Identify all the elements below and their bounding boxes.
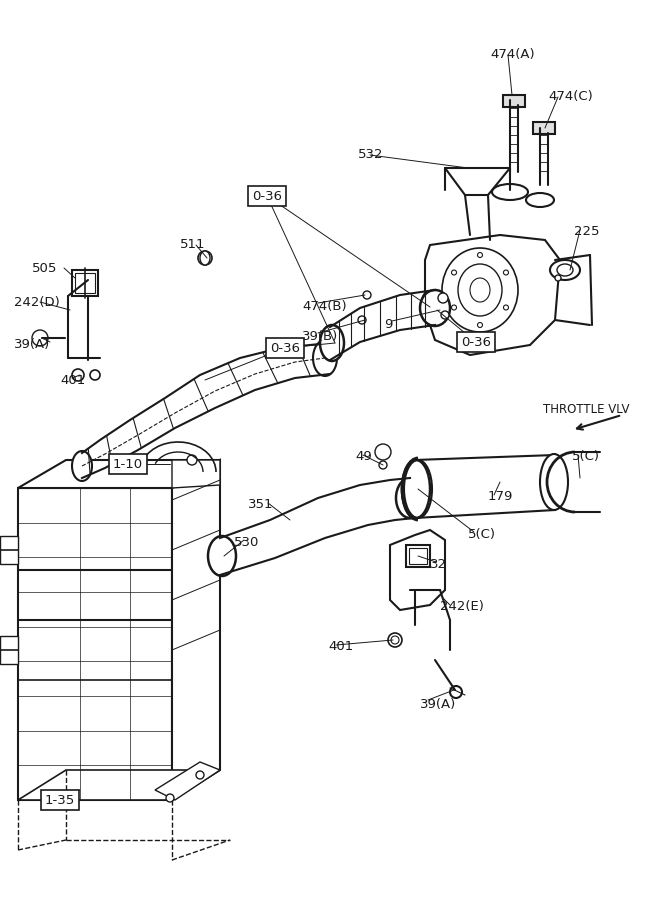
Circle shape — [504, 305, 508, 310]
Polygon shape — [415, 455, 555, 518]
Circle shape — [37, 333, 47, 343]
Circle shape — [555, 275, 561, 281]
Circle shape — [358, 316, 366, 324]
Ellipse shape — [320, 325, 344, 361]
Ellipse shape — [402, 460, 430, 518]
Text: 0-36: 0-36 — [270, 341, 300, 355]
Text: 242(E): 242(E) — [440, 600, 484, 613]
Text: 179: 179 — [488, 490, 514, 503]
Text: THROTTLE VLV: THROTTLE VLV — [543, 403, 630, 416]
Circle shape — [391, 636, 399, 644]
Text: 0-36: 0-36 — [252, 190, 282, 203]
Text: 0-36: 0-36 — [461, 336, 491, 348]
Bar — [406, 545, 430, 567]
Text: 32: 32 — [430, 558, 447, 571]
Circle shape — [363, 291, 371, 299]
Text: 5(C): 5(C) — [572, 450, 600, 463]
Polygon shape — [18, 460, 220, 488]
Polygon shape — [155, 762, 220, 800]
Ellipse shape — [442, 248, 518, 332]
Circle shape — [90, 370, 100, 380]
Circle shape — [198, 251, 212, 265]
Bar — [503, 95, 525, 107]
Text: 5(C): 5(C) — [468, 528, 496, 541]
Circle shape — [2, 644, 14, 656]
Text: 39(A): 39(A) — [14, 338, 50, 351]
Polygon shape — [18, 770, 220, 800]
Circle shape — [32, 330, 48, 346]
Bar — [533, 122, 555, 134]
Ellipse shape — [492, 184, 528, 200]
Polygon shape — [425, 235, 560, 355]
Polygon shape — [18, 488, 172, 800]
Circle shape — [478, 322, 482, 328]
Ellipse shape — [396, 478, 424, 518]
Circle shape — [478, 253, 482, 257]
Bar — [72, 270, 98, 296]
Bar — [409, 548, 427, 564]
Circle shape — [187, 455, 197, 465]
Circle shape — [441, 311, 449, 319]
Text: 505: 505 — [32, 262, 57, 275]
Ellipse shape — [470, 278, 490, 302]
Circle shape — [452, 270, 456, 275]
Text: 351: 351 — [248, 498, 273, 511]
Text: 49: 49 — [355, 450, 372, 463]
Circle shape — [2, 544, 14, 556]
Text: 39(A): 39(A) — [420, 698, 456, 711]
Text: 39(B): 39(B) — [302, 330, 338, 343]
Circle shape — [166, 794, 174, 802]
Text: 242(D): 242(D) — [14, 296, 60, 309]
Text: 474(B): 474(B) — [302, 300, 347, 313]
Text: 530: 530 — [234, 536, 259, 549]
Text: 1-10: 1-10 — [113, 457, 143, 471]
Ellipse shape — [72, 451, 92, 481]
Circle shape — [378, 447, 388, 457]
Circle shape — [504, 270, 508, 275]
Ellipse shape — [421, 289, 445, 325]
Ellipse shape — [540, 454, 568, 510]
Polygon shape — [0, 536, 18, 564]
Ellipse shape — [420, 290, 450, 326]
Ellipse shape — [200, 251, 210, 265]
Text: 532: 532 — [358, 148, 384, 161]
Text: 9: 9 — [384, 318, 392, 331]
Text: 401: 401 — [60, 374, 85, 387]
Text: 511: 511 — [180, 238, 205, 251]
Circle shape — [379, 461, 387, 469]
Ellipse shape — [557, 264, 573, 276]
Ellipse shape — [458, 264, 502, 316]
Circle shape — [375, 444, 391, 460]
Ellipse shape — [550, 260, 580, 280]
Polygon shape — [390, 530, 445, 610]
Text: 1-35: 1-35 — [45, 794, 75, 806]
Circle shape — [438, 293, 448, 303]
Text: 225: 225 — [574, 225, 600, 238]
Text: 474(C): 474(C) — [548, 90, 593, 103]
Circle shape — [452, 305, 456, 310]
Polygon shape — [0, 636, 18, 664]
Polygon shape — [172, 460, 220, 800]
Polygon shape — [172, 460, 220, 488]
Ellipse shape — [526, 193, 554, 207]
Text: 474(A): 474(A) — [490, 48, 535, 61]
Circle shape — [450, 686, 462, 698]
Bar — [75, 273, 95, 293]
Ellipse shape — [208, 536, 236, 576]
Circle shape — [72, 369, 84, 381]
Ellipse shape — [313, 340, 337, 376]
Circle shape — [388, 633, 402, 647]
Text: 401: 401 — [328, 640, 354, 653]
Circle shape — [196, 771, 204, 779]
